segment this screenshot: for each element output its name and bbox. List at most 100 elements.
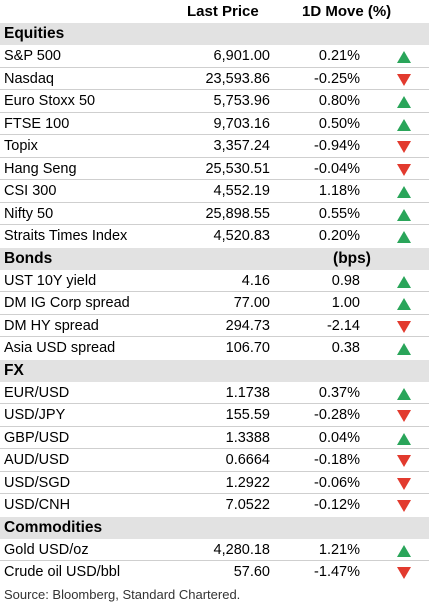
last-price-value: 4,552.19 bbox=[213, 183, 270, 199]
daily-move-value: -0.94% bbox=[314, 138, 360, 154]
table-row: Nasdaq 23,593.86 -0.25% bbox=[0, 68, 429, 90]
last-price-value: 5,753.96 bbox=[213, 93, 270, 109]
table-body: Equities S&P 500 6,901.00 0.21% Nasdaq 23,593… bbox=[0, 23, 429, 584]
instrument-name: Gold USD/oz bbox=[4, 541, 89, 558]
table-row: GBP/USD 1.3388 0.04% bbox=[0, 427, 429, 449]
up-arrow-icon bbox=[397, 544, 411, 557]
down-arrow-icon bbox=[397, 320, 411, 333]
last-price-value: 25,530.51 bbox=[205, 160, 270, 177]
last-price-value: 77.00 bbox=[233, 295, 270, 311]
instrument-name: EUR/USD bbox=[4, 384, 70, 401]
daily-move-value: -0.25% bbox=[314, 70, 360, 87]
last-price-value: 25,898.55 bbox=[205, 205, 270, 222]
daily-move-value: -0.18% bbox=[314, 452, 360, 468]
last-price-value: 4,280.18 bbox=[213, 541, 270, 558]
daily-move-value: -0.12% bbox=[314, 497, 360, 513]
instrument-name: Straits Times Index bbox=[4, 228, 128, 244]
up-arrow-icon bbox=[397, 51, 411, 63]
daily-move-value: -2.14 bbox=[326, 317, 360, 334]
instrument-name: S&P 500 bbox=[4, 48, 61, 64]
last-price-value: 294.73 bbox=[225, 317, 270, 334]
last-price-value: 4.16 bbox=[241, 272, 270, 289]
daily-move-value: 0.50% bbox=[318, 115, 360, 132]
daily-move-value: 1.00 bbox=[331, 295, 360, 311]
table-row: S&P 500 6,901.00 0.21% bbox=[0, 45, 429, 68]
up-arrow-icon bbox=[397, 231, 411, 243]
instrument-name: DM IG Corp spread bbox=[4, 295, 130, 311]
instrument-name: GBP/USD bbox=[4, 429, 70, 446]
last-price-value: 57.60 bbox=[233, 564, 270, 580]
down-arrow-icon bbox=[397, 410, 411, 422]
table-row: Crude oil USD/bbl 57.60 -1.47% bbox=[0, 561, 429, 584]
table-row: USD/JPY 155.59 -0.28% bbox=[0, 404, 429, 427]
table-row: AUD/USD 0.6664 -0.18% bbox=[0, 449, 429, 472]
down-arrow-icon bbox=[397, 477, 411, 490]
daily-move-value: 0.04% bbox=[318, 429, 360, 446]
table-row: Straits Times Index 4,520.83 0.20% bbox=[0, 225, 429, 248]
table-row: USD/CNH 7.0522 -0.12% bbox=[0, 494, 429, 517]
daily-move-value: 0.38 bbox=[331, 340, 360, 356]
up-arrow-icon bbox=[397, 118, 411, 131]
table-row: UST 10Y yield 4.16 0.98 bbox=[0, 270, 429, 292]
down-arrow-icon bbox=[397, 73, 411, 86]
up-arrow-icon bbox=[397, 275, 411, 288]
instrument-name: CSI 300 bbox=[4, 183, 57, 199]
table-row: CSI 300 4,552.19 1.18% bbox=[0, 180, 429, 203]
last-price-value: 0.6664 bbox=[225, 452, 270, 468]
daily-move-value: -0.04% bbox=[314, 160, 360, 177]
section-title: Equities bbox=[4, 25, 65, 42]
source-note: Source: Bloomberg, Standard Chartered. bbox=[4, 586, 241, 602]
section-title: Bonds bbox=[4, 249, 53, 267]
last-price-value: 1.3388 bbox=[225, 429, 270, 446]
table-row: Asia USD spread 106.70 0.38 bbox=[0, 337, 429, 360]
instrument-name: DM HY spread bbox=[4, 317, 99, 334]
instrument-name: Topix bbox=[4, 138, 38, 154]
instrument-name: Euro Stoxx 50 bbox=[4, 93, 96, 109]
down-arrow-icon bbox=[397, 163, 411, 176]
up-arrow-icon bbox=[397, 432, 411, 445]
table-row: USD/SGD 1.2922 -0.06% bbox=[0, 472, 429, 494]
last-price-value: 1.1738 bbox=[225, 384, 270, 401]
table-row: FTSE 100 9,703.16 0.50% bbox=[0, 113, 429, 135]
instrument-name: Hang Seng bbox=[4, 160, 77, 177]
down-arrow-icon bbox=[397, 455, 411, 467]
daily-move-value: -0.06% bbox=[314, 474, 360, 491]
last-price-value: 3,357.24 bbox=[213, 138, 270, 154]
table-row: DM HY spread 294.73 -2.14 bbox=[0, 315, 429, 337]
section-title: Commodities bbox=[4, 518, 103, 536]
down-arrow-icon bbox=[397, 567, 411, 579]
daily-move-value: 0.21% bbox=[318, 48, 360, 64]
instrument-name: USD/JPY bbox=[4, 407, 66, 423]
section-title: FX bbox=[4, 361, 24, 379]
instrument-name: FTSE 100 bbox=[4, 115, 70, 132]
table-row: Hang Seng 25,530.51 -0.04% bbox=[0, 158, 429, 180]
table-row: Nifty 50 25,898.55 0.55% bbox=[0, 203, 429, 225]
section-header: Commodities bbox=[0, 516, 429, 539]
up-arrow-icon bbox=[397, 343, 411, 355]
last-price-value: 7.0522 bbox=[225, 497, 270, 513]
table-row: Euro Stoxx 50 5,753.96 0.80% bbox=[0, 90, 429, 113]
daily-move-value: 0.80% bbox=[318, 93, 360, 109]
daily-move-value: 1.21% bbox=[318, 541, 360, 558]
last-price-value: 106.70 bbox=[225, 340, 270, 356]
instrument-name: Asia USD spread bbox=[4, 340, 116, 356]
instrument-name: Nasdaq bbox=[4, 70, 54, 87]
last-price-value: 1.2922 bbox=[225, 474, 270, 491]
last-price-value: 4,520.83 bbox=[213, 228, 270, 244]
daily-move-value: 0.98 bbox=[331, 272, 360, 289]
table-row: Topix 3,357.24 -0.94% bbox=[0, 135, 429, 158]
down-arrow-icon bbox=[397, 141, 411, 153]
daily-move-value: -1.47% bbox=[314, 564, 360, 580]
up-arrow-icon bbox=[397, 96, 411, 108]
section-header: Equities bbox=[0, 23, 429, 45]
last-price-value: 23,593.86 bbox=[205, 70, 270, 87]
up-arrow-icon bbox=[397, 186, 411, 198]
daily-move-value: -0.28% bbox=[314, 407, 360, 423]
section-unit: (bps) bbox=[333, 249, 371, 267]
up-arrow-icon bbox=[397, 208, 411, 221]
instrument-name: Nifty 50 bbox=[4, 205, 54, 222]
last-price-value: 6,901.00 bbox=[213, 48, 270, 64]
table-row: Gold USD/oz 4,280.18 1.21% bbox=[0, 539, 429, 561]
instrument-name: Crude oil USD/bbl bbox=[4, 564, 121, 580]
section-header: FX bbox=[0, 359, 429, 382]
